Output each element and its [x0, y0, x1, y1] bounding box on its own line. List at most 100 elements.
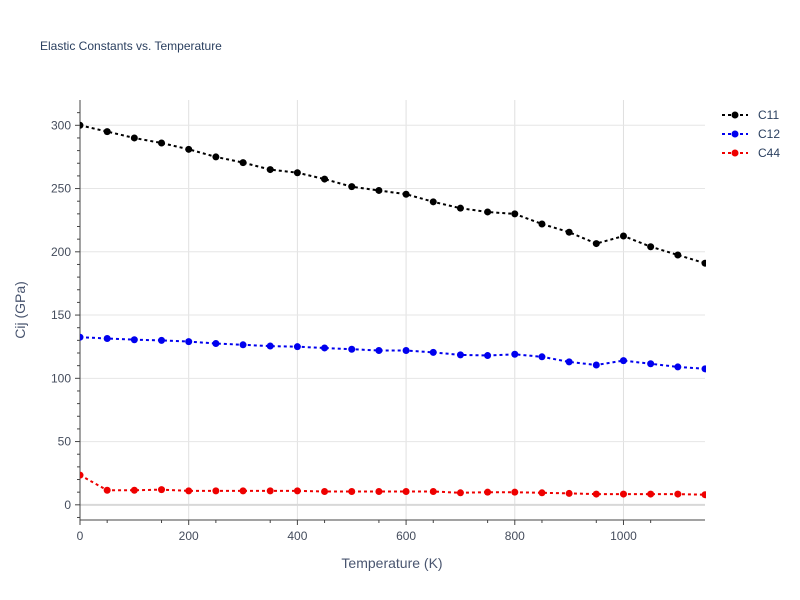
data-point-c44[interactable] — [674, 490, 682, 498]
data-point-c44[interactable] — [348, 488, 356, 496]
y-tick-label: 150 — [51, 308, 71, 322]
data-point-c12[interactable] — [592, 361, 600, 369]
data-point-c44[interactable] — [701, 491, 709, 499]
data-point-c44[interactable] — [185, 487, 193, 495]
data-point-c12[interactable] — [130, 336, 138, 344]
data-point-c11[interactable] — [592, 240, 600, 248]
data-point-c11[interactable] — [619, 232, 627, 240]
data-point-c44[interactable] — [321, 488, 329, 496]
legend-item-c12[interactable]: C12 — [722, 127, 780, 141]
legend-swatch-marker — [731, 130, 739, 138]
legend[interactable]: C11 C12 C44 — [722, 108, 780, 160]
data-point-c11[interactable] — [293, 169, 301, 177]
data-point-c44[interactable] — [565, 489, 573, 497]
y-tick-label: 250 — [51, 182, 71, 196]
data-point-c44[interactable] — [511, 488, 519, 496]
data-point-c12[interactable] — [402, 346, 410, 354]
data-point-c12[interactable] — [321, 344, 329, 352]
axes — [75, 100, 705, 525]
series-line-c12 — [80, 336, 706, 370]
data-point-c11[interactable] — [511, 210, 519, 218]
legend-swatch-marker — [731, 149, 739, 157]
data-point-c11[interactable] — [77, 121, 84, 129]
legend-label: C11 — [758, 108, 779, 122]
data-point-c12[interactable] — [212, 340, 220, 348]
series-c44 — [77, 471, 709, 499]
data-point-c44[interactable] — [212, 487, 220, 495]
data-point-c12[interactable] — [375, 346, 383, 354]
data-point-c44[interactable] — [293, 487, 301, 495]
x-tick-label: 0 — [77, 529, 84, 543]
data-point-c44[interactable] — [402, 488, 410, 496]
series-c12 — [77, 333, 709, 373]
data-point-c12[interactable] — [538, 353, 546, 361]
data-point-c12[interactable] — [158, 336, 166, 344]
data-point-c44[interactable] — [592, 490, 600, 498]
x-tick-labels: 0 200 400 600 800 1000 — [77, 529, 637, 543]
data-point-c12[interactable] — [348, 345, 356, 353]
data-point-c11[interactable] — [185, 145, 193, 153]
data-point-c44[interactable] — [647, 490, 655, 498]
data-point-c12[interactable] — [103, 334, 111, 342]
data-point-c11[interactable] — [538, 220, 546, 228]
legend-item-c11[interactable]: C11 — [722, 108, 779, 122]
data-point-c11[interactable] — [429, 198, 437, 206]
data-point-c11[interactable] — [375, 186, 383, 194]
x-tick-label: 1000 — [610, 529, 637, 543]
data-point-c11[interactable] — [456, 204, 464, 212]
legend-label: C44 — [758, 146, 780, 160]
data-point-c12[interactable] — [565, 358, 573, 366]
data-point-c44[interactable] — [130, 486, 138, 494]
y-tick-label: 100 — [51, 371, 71, 385]
data-point-c12[interactable] — [293, 343, 301, 351]
data-point-c11[interactable] — [321, 175, 329, 183]
data-point-c44[interactable] — [266, 487, 274, 495]
data-point-c12[interactable] — [511, 350, 519, 358]
data-point-c11[interactable] — [266, 166, 274, 174]
data-point-c11[interactable] — [484, 208, 492, 216]
data-point-c11[interactable] — [130, 134, 138, 142]
data-point-c44[interactable] — [158, 486, 166, 494]
data-point-c44[interactable] — [239, 487, 247, 495]
data-point-c11[interactable] — [239, 159, 247, 167]
data-point-c12[interactable] — [266, 342, 274, 350]
data-point-c44[interactable] — [103, 486, 111, 494]
data-point-c44[interactable] — [456, 489, 464, 497]
data-point-c44[interactable] — [538, 489, 546, 497]
data-point-c11[interactable] — [402, 190, 410, 198]
data-point-c12[interactable] — [484, 352, 492, 360]
data-point-c11[interactable] — [348, 183, 356, 191]
y-tick-label: 200 — [51, 245, 71, 259]
data-point-c11[interactable] — [674, 251, 682, 259]
data-point-c44[interactable] — [429, 488, 437, 496]
data-point-c11[interactable] — [212, 153, 220, 161]
data-point-c12[interactable] — [239, 341, 247, 349]
data-point-c44[interactable] — [619, 490, 627, 498]
x-tick-label: 400 — [287, 529, 307, 543]
grid — [80, 100, 705, 520]
data-point-c11[interactable] — [701, 259, 709, 267]
data-point-c44[interactable] — [484, 488, 492, 496]
y-tick-label: 0 — [64, 498, 71, 512]
data-point-c12[interactable] — [456, 351, 464, 359]
data-point-c12[interactable] — [185, 338, 193, 346]
data-point-c44[interactable] — [77, 471, 84, 479]
data-point-c11[interactable] — [647, 243, 655, 251]
data-point-c12[interactable] — [77, 333, 84, 341]
data-point-c12[interactable] — [647, 360, 655, 368]
y-tick-label: 300 — [51, 118, 71, 132]
data-point-c12[interactable] — [674, 363, 682, 371]
legend-item-c44[interactable]: C44 — [722, 146, 780, 160]
data-point-c11[interactable] — [158, 139, 166, 147]
data-point-c12[interactable] — [429, 348, 437, 356]
data-point-c12[interactable] — [701, 365, 709, 373]
y-tick-label: 50 — [58, 435, 72, 449]
data-point-c11[interactable] — [103, 128, 111, 136]
chart-title: Elastic Constants vs. Temperature — [40, 39, 222, 53]
series-line-c44 — [80, 474, 706, 496]
x-tick-label: 600 — [396, 529, 416, 543]
data-point-c12[interactable] — [619, 357, 627, 365]
data-point-c11[interactable] — [565, 228, 573, 236]
data-point-c44[interactable] — [375, 488, 383, 496]
